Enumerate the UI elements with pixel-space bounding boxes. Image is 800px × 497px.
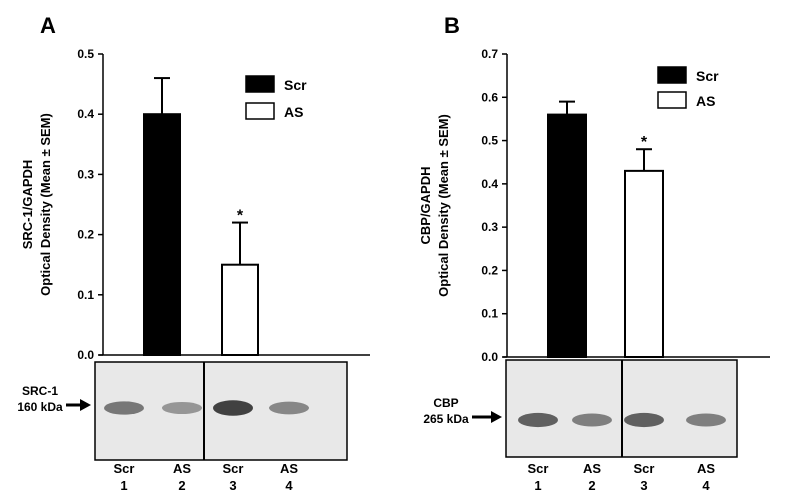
panel-b-y-tick-label: 0.0 bbox=[481, 350, 498, 364]
panel-b-y-label-line2: Optical Density (Mean ± SEM) bbox=[436, 114, 451, 297]
panel-b-lane-label: AS bbox=[583, 461, 601, 476]
panel-a-bar-as bbox=[221, 263, 259, 357]
panel-a-lane-label: AS bbox=[173, 461, 191, 476]
panel-b-legend-label: AS bbox=[696, 93, 715, 109]
panel-b-legend-swatch-as bbox=[657, 91, 687, 109]
panel-b-y-tick-label: 0.1 bbox=[481, 307, 498, 321]
panel-b-legend-swatch-scr bbox=[657, 66, 687, 84]
panel-a-band-arrow-head bbox=[80, 399, 91, 411]
panel-a-legend-label: Scr bbox=[284, 77, 307, 93]
panel-a-legend-label: AS bbox=[284, 104, 303, 120]
panel-b-band-arrow-head bbox=[491, 411, 502, 423]
panel-a-bar-scr bbox=[143, 113, 181, 356]
panel-b-y-label-line1: CBP/GAPDH bbox=[418, 166, 433, 244]
panel-b-lane-label: Scr bbox=[528, 461, 549, 476]
panel-b-lane-number: 4 bbox=[702, 478, 710, 493]
panel-b-y-tick-label: 0.5 bbox=[481, 134, 498, 148]
panel-b-bar-scr bbox=[547, 113, 587, 358]
panel-a-chart: A 0.0 0.1 0.2 0.3 0.4 0.5 SRC-1/GAPDH Optical De… bbox=[0, 0, 370, 493]
panel-a-y-tick-label: 0.5 bbox=[77, 47, 94, 61]
panel-b-blot-band-4 bbox=[686, 413, 726, 427]
panel-a: A 0.0 0.1 0.2 0.3 0.4 0.5 SRC-1/GAPDH Optical De… bbox=[0, 0, 370, 493]
panel-a-y-label-line1: SRC-1/GAPDH bbox=[20, 160, 35, 250]
panel-b-y-tick-label: 0.7 bbox=[481, 47, 498, 61]
panel-b-marker-label: - 250 kDa bbox=[400, 0, 444, 3]
panel-b-y-tick-label: 0.4 bbox=[481, 177, 498, 191]
panel-a-blot-band-2 bbox=[162, 401, 202, 415]
panel-a-letter: A bbox=[40, 13, 56, 38]
panel-a-protein-name: SRC-1 bbox=[22, 384, 58, 398]
panel-a-lane-number: 3 bbox=[229, 478, 236, 493]
panel-b-lane-number: 1 bbox=[534, 478, 541, 493]
panel-a-y-tick-label: 0.0 bbox=[77, 348, 94, 362]
panel-b-blot-band-3 bbox=[624, 412, 664, 428]
panel-b-significance-mark: * bbox=[641, 134, 648, 151]
panel-a-lane-label: Scr bbox=[114, 461, 135, 476]
panel-a-y-tick-label: 0.4 bbox=[77, 107, 94, 121]
panel-b-protein-size: 265 kDa bbox=[423, 412, 469, 426]
panel-a-legend-swatch-scr bbox=[245, 75, 275, 93]
panel-a-lane-label: AS bbox=[280, 461, 298, 476]
panel-a-significance-mark: * bbox=[237, 208, 244, 225]
panel-b-legend-label: Scr bbox=[696, 68, 719, 84]
panel-b-lane-number: 2 bbox=[588, 478, 595, 493]
panel-a-lane-label: Scr bbox=[223, 461, 244, 476]
panel-b-blot-band-2 bbox=[572, 413, 612, 427]
panel-a-protein-size: 160 kDa bbox=[17, 400, 63, 414]
panel-b-blot-band-1 bbox=[518, 412, 558, 428]
panel-a-blot-band-1 bbox=[104, 401, 144, 415]
panel-a-legend-swatch-as bbox=[245, 102, 275, 120]
panel-b-y-tick-label: 0.2 bbox=[481, 263, 498, 277]
panel-a-lane-number: 2 bbox=[178, 478, 185, 493]
panel-b: B 0.0 0.1 0.2 0.3 0.4 0.5 0.6 0.7 CBP/GAPDH Optica… bbox=[400, 0, 800, 497]
panel-a-y-label-line2: Optical Density (Mean ± SEM) bbox=[38, 113, 53, 296]
panel-b-letter: B bbox=[444, 13, 460, 38]
panel-b-lane-label: Scr bbox=[634, 461, 655, 476]
panel-a-marker-label: - 148 kDa bbox=[0, 0, 44, 3]
panel-b-chart: B 0.0 0.1 0.2 0.3 0.4 0.5 0.6 0.7 CBP/GAPDH Optica… bbox=[400, 0, 770, 493]
panel-b-lane-number: 3 bbox=[640, 478, 647, 493]
panel-a-blot-band-4 bbox=[269, 401, 309, 415]
panel-b-lane-label: AS bbox=[697, 461, 715, 476]
panel-b-protein-name: CBP bbox=[433, 396, 458, 410]
panel-a-y-tick-label: 0.2 bbox=[77, 228, 94, 242]
panel-a-y-tick-label: 0.3 bbox=[77, 167, 94, 181]
panel-a-lane-number: 1 bbox=[120, 478, 127, 493]
panel-a-blot-band-3 bbox=[213, 400, 253, 416]
panel-a-lane-number: 4 bbox=[285, 478, 293, 493]
panel-b-y-tick-label: 0.3 bbox=[481, 220, 498, 234]
panel-b-bar-as bbox=[624, 169, 664, 358]
panel-a-y-tick-label: 0.1 bbox=[77, 288, 94, 302]
panel-b-y-tick-label: 0.6 bbox=[481, 90, 498, 104]
